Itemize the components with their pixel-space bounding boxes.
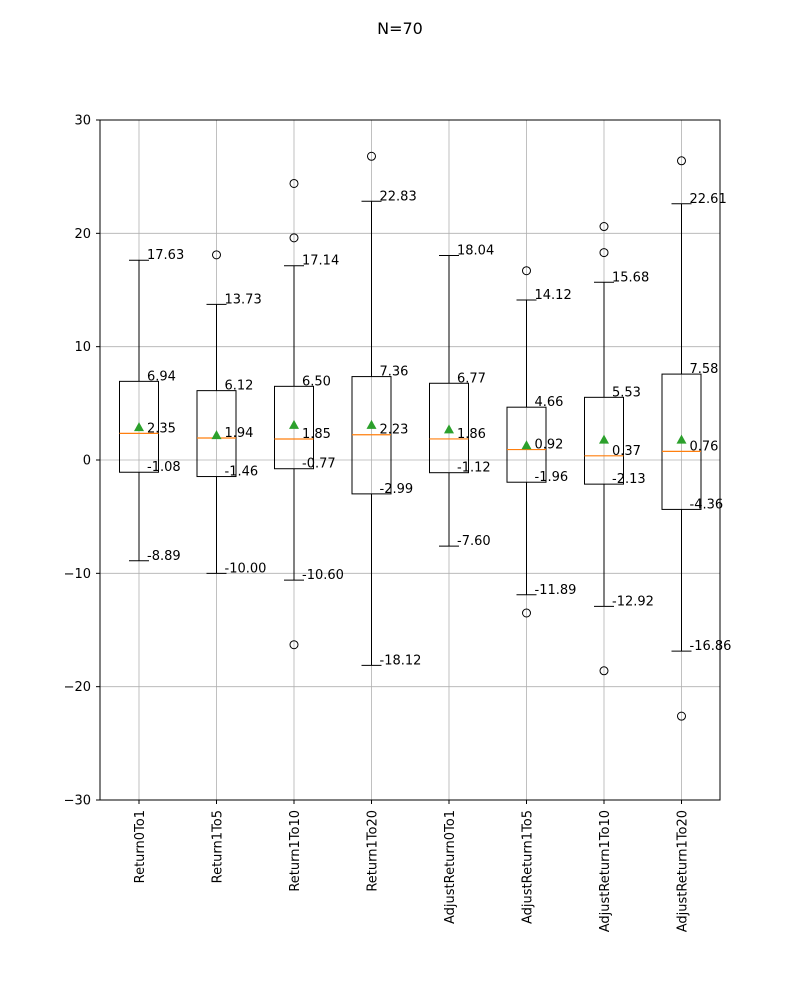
axes: −30 −20 −10 0 10 20 30 Return0To1 Return1To5 Retu… bbox=[64, 114, 721, 932]
label-q1: -1.08 bbox=[147, 460, 181, 475]
box-iqr bbox=[661, 373, 702, 510]
x-tick-label: Return1To20 bbox=[366, 810, 381, 892]
outlier-point bbox=[289, 178, 299, 188]
y-tick-label: 30 bbox=[74, 114, 91, 129]
x-tick-label: Return1To5 bbox=[211, 810, 226, 883]
label-q1: -1.12 bbox=[457, 461, 491, 476]
label-q3: 6.12 bbox=[225, 379, 254, 394]
box-iqr bbox=[196, 390, 237, 478]
label-q3: 6.94 bbox=[147, 369, 176, 384]
x-tick-label: Return0To1 bbox=[133, 810, 148, 883]
y-tick-label: −10 bbox=[64, 567, 91, 582]
y-tick-label: −30 bbox=[64, 794, 91, 809]
mean-marker bbox=[366, 419, 377, 429]
label-whisker-low: -12.92 bbox=[612, 594, 654, 609]
label-median: 0.76 bbox=[690, 439, 719, 454]
label-q3: 4.66 bbox=[535, 395, 564, 410]
box-iqr bbox=[119, 380, 159, 473]
box-group: 14.12 4.66 0.92 -1.96 -11.89 bbox=[506, 266, 577, 618]
x-tick-label: Return1To10 bbox=[288, 810, 303, 892]
box-group: 18.04 6.77 1.86 -1.12 -7.60 bbox=[429, 244, 494, 549]
outlier-point bbox=[599, 666, 609, 676]
outlier-point bbox=[522, 608, 531, 618]
label-whisker-high: 14.12 bbox=[535, 288, 572, 303]
label-whisker-low: -18.12 bbox=[380, 653, 422, 668]
label-median: 1.85 bbox=[302, 427, 331, 442]
outlier-point bbox=[599, 248, 609, 258]
label-q3: 6.50 bbox=[302, 374, 331, 389]
outlier-point bbox=[522, 266, 531, 276]
label-whisker-low: -16.86 bbox=[690, 639, 732, 654]
mean-marker bbox=[289, 419, 299, 429]
y-tick-label: 10 bbox=[74, 340, 91, 355]
label-q1: -0.77 bbox=[302, 457, 336, 472]
mean-marker bbox=[211, 430, 222, 440]
label-median: 1.94 bbox=[225, 426, 254, 441]
label-q1: -2.99 bbox=[380, 482, 414, 497]
outlier-point bbox=[677, 711, 686, 721]
box-group: 22.83 7.36 2.23 -2.99 -18.12 bbox=[351, 151, 422, 668]
label-q3: 6.77 bbox=[457, 371, 486, 386]
box-group: 17.14 6.50 1.85 -0.77 -10.60 bbox=[274, 178, 344, 650]
mean-marker bbox=[599, 434, 609, 444]
mean-marker bbox=[134, 422, 144, 432]
x-tick-label: AdjustReturn1To10 bbox=[598, 810, 613, 932]
box-group: 22.61 7.58 0.76 -4.36 -16.86 bbox=[661, 156, 732, 721]
outlier-point bbox=[212, 250, 221, 260]
box-iqr bbox=[429, 382, 469, 474]
label-q3: 7.36 bbox=[380, 365, 409, 380]
label-whisker-high: 17.63 bbox=[147, 248, 184, 263]
label-whisker-high: 15.68 bbox=[612, 270, 649, 285]
outlier-point bbox=[367, 151, 376, 161]
label-whisker-low: -11.89 bbox=[535, 583, 577, 598]
box-iqr bbox=[506, 406, 547, 483]
label-median: 1.86 bbox=[457, 427, 486, 442]
outlier-point bbox=[289, 233, 299, 243]
label-q1: -1.96 bbox=[535, 470, 569, 485]
label-q3: 7.58 bbox=[690, 362, 719, 377]
label-whisker-high: 13.73 bbox=[225, 292, 262, 307]
chart-title: N=70 bbox=[377, 19, 423, 38]
x-tick-label: AdjustReturn1To5 bbox=[521, 810, 536, 924]
box-iqr bbox=[274, 385, 314, 470]
box-group: 13.73 6.12 1.94 -1.46 -10.00 bbox=[196, 250, 267, 576]
boxes: 17.63 6.94 2.35 -1.08 -8.89 13.73 6.12 1.94 -1.4… bbox=[119, 151, 732, 721]
label-q1: -4.36 bbox=[690, 497, 724, 512]
y-tick-label: 20 bbox=[74, 227, 91, 242]
label-q3: 5.53 bbox=[612, 385, 641, 400]
outlier-point bbox=[677, 156, 686, 166]
label-median: 0.37 bbox=[612, 444, 641, 459]
label-q1: -2.13 bbox=[612, 472, 646, 487]
label-median: 2.35 bbox=[147, 421, 176, 436]
label-median: 2.23 bbox=[380, 423, 409, 438]
label-whisker-high: 22.61 bbox=[690, 192, 727, 207]
mean-marker bbox=[444, 424, 454, 434]
mean-marker bbox=[676, 434, 687, 444]
label-q1: -1.46 bbox=[225, 465, 259, 480]
label-whisker-high: 22.83 bbox=[380, 189, 417, 204]
label-whisker-low: -10.00 bbox=[225, 561, 267, 576]
box-group: 15.68 5.53 0.37 -2.13 -12.92 bbox=[584, 222, 654, 676]
grid bbox=[100, 119, 720, 801]
outlier-point bbox=[599, 222, 609, 232]
label-whisker-low: -7.60 bbox=[457, 534, 491, 549]
x-tick-label: AdjustReturn1To20 bbox=[676, 810, 691, 932]
label-median: 0.92 bbox=[535, 438, 564, 453]
label-whisker-high: 18.04 bbox=[457, 244, 494, 259]
label-whisker-low: -8.89 bbox=[147, 549, 181, 564]
outlier-point bbox=[289, 640, 299, 650]
mean-marker bbox=[521, 440, 532, 450]
label-whisker-high: 17.14 bbox=[302, 254, 339, 269]
y-tick-label: 0 bbox=[83, 454, 91, 469]
label-whisker-low: -10.60 bbox=[302, 568, 344, 583]
box-group: 17.63 6.94 2.35 -1.08 -8.89 bbox=[119, 248, 184, 564]
y-tick-label: −20 bbox=[64, 680, 91, 695]
box-iqr bbox=[584, 396, 624, 485]
x-tick-label: AdjustReturn0To1 bbox=[443, 810, 458, 924]
